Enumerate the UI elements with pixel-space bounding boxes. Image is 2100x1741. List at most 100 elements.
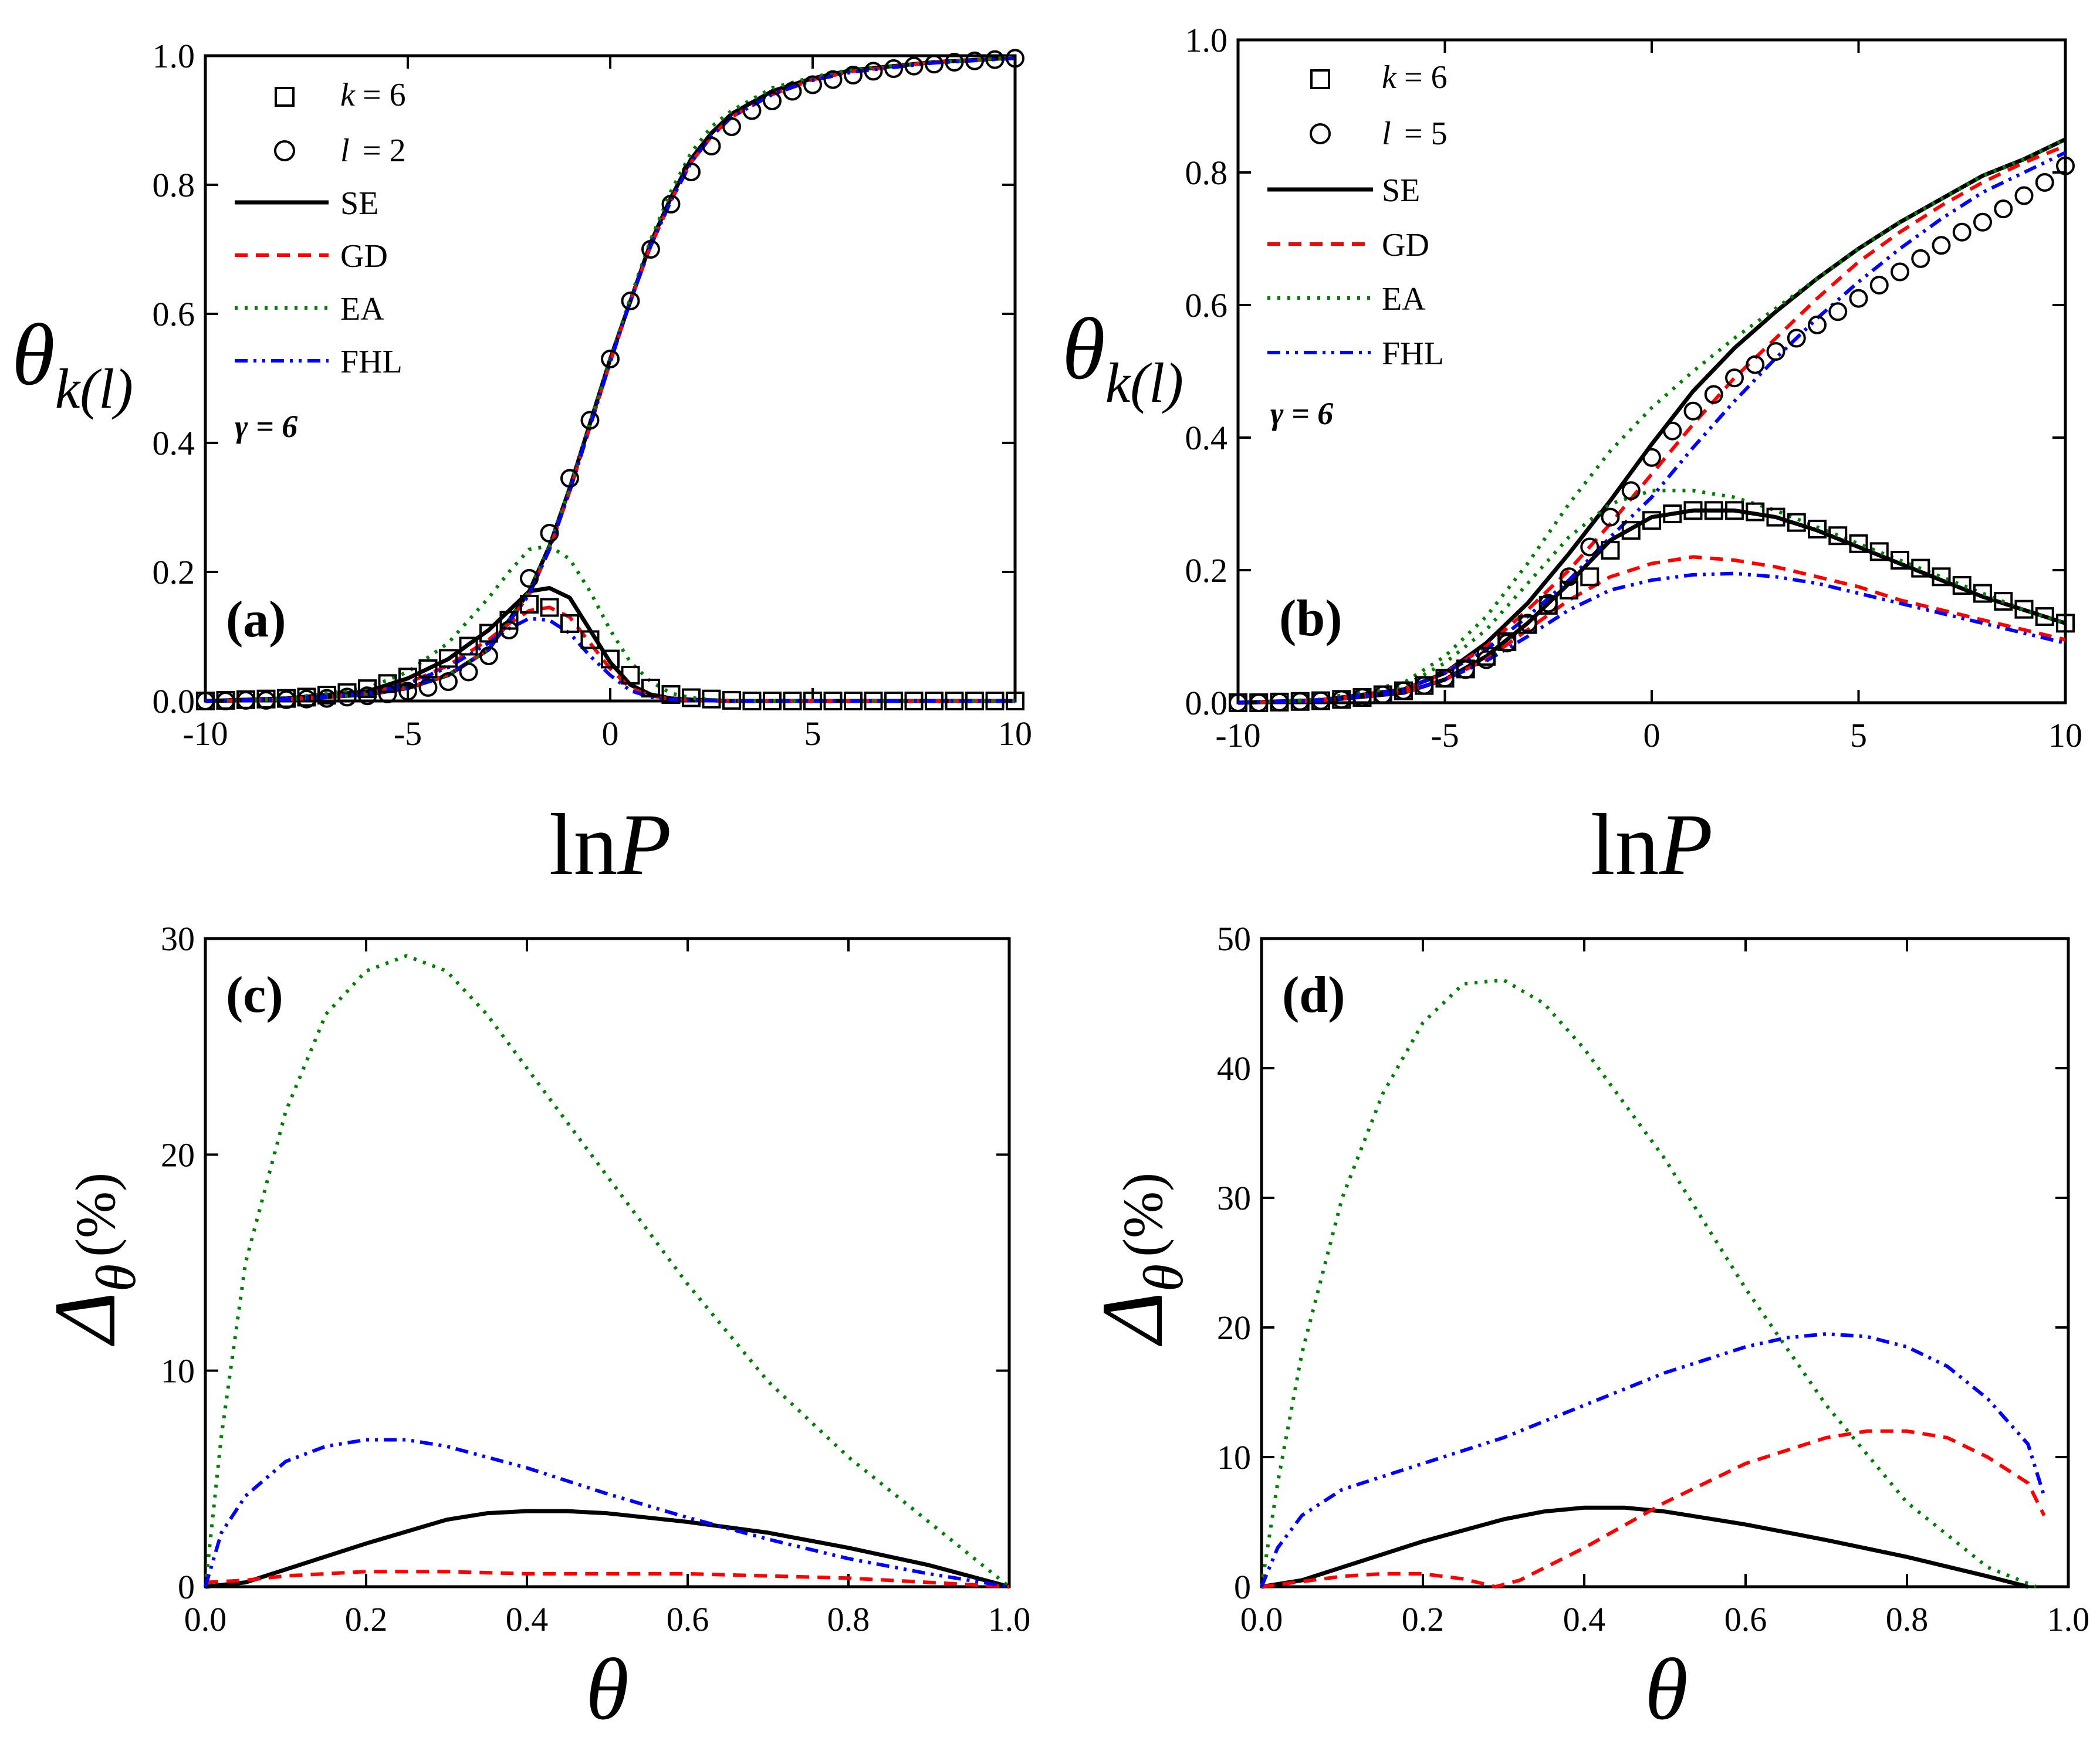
data-marker-circle [479,646,498,665]
data-marker-square [1766,507,1785,527]
panel-c: 0.0 0.2 0.4 0.6 0.8 1.0 0 10 20 30 (c) [161,920,1030,1638]
data-marker-circle [1725,368,1744,388]
data-marker-square [1828,526,1848,546]
data-marker-circle [925,55,944,74]
data-marker-circle [216,692,235,710]
data-marker-circle [722,117,741,136]
data-marker-circle [1477,650,1496,669]
legend-gd-label: GD [1382,227,1429,263]
y-axis-title-d: Δθ(%) [1084,1173,1195,1346]
data-marker-square [540,598,559,617]
x-tick-label: 0.2 [345,1600,388,1638]
data-marker-square [1911,558,1930,578]
y-axis-title-a: θk(l) [12,306,133,420]
data-marker-circle [2014,186,2034,205]
data-marker-square [803,692,822,710]
legend-k-var: k [1382,59,1397,96]
data-marker-square [1642,511,1661,530]
x-axis-title-b: lnP [1591,796,1713,893]
series-line-fhl [1260,1332,2046,1588]
data-marker-square [398,668,417,687]
data-marker-circle [196,692,215,710]
axes-frame [204,937,1011,1588]
data-marker-circle [1891,262,1909,282]
data-marker-circle [1973,212,1992,232]
data-marker-square [945,692,964,710]
y-tick-label: 0 [178,1568,195,1606]
x-tick-label: -10 [1215,716,1260,754]
data-marker-square [1663,504,1682,523]
data-marker-circle [1290,692,1310,711]
data-marker-square [2056,614,2075,633]
data-marker-circle [1435,669,1455,688]
axes-frame [204,54,1017,703]
data-marker-circle [2056,156,2075,175]
data-marker-square [2035,607,2054,626]
series-lines [204,954,1010,1589]
data-marker-circle [945,53,964,72]
data-marker-circle [580,411,600,430]
series-line-fhl [204,1438,1010,1588]
x-tick-label: 0.0 [184,1600,227,1638]
series-lines [1260,978,2046,1589]
axes-frame [1260,937,2070,1588]
data-marker-square [439,649,458,668]
data-marker-square [965,692,984,710]
legend-ea-label: EA [1382,281,1426,317]
x-tick-label: 5 [1850,716,1867,754]
y-tick-label: 0.4 [1185,419,1228,457]
data-marker-square [2014,599,2034,619]
series-line-fhl [205,56,1016,703]
legend-k-value: = 6 [1404,59,1448,96]
series-line-fhl [205,617,1015,703]
data-marker-circle [742,101,762,120]
data-marker-circle [641,240,660,259]
y-tick-label: 0.4 [153,424,195,462]
y-tick-label: 0.2 [1185,551,1228,590]
data-marker-square [418,659,438,678]
data-marker-circle [601,350,620,368]
panel-a: -10 -5 0 5 10 0.0 0.2 0.4 0.6 0.8 1.0 k = 6 l = 2 … [153,37,1033,753]
data-marker-circle [763,92,782,110]
data-marker-square [378,674,397,693]
data-marker-square [1891,551,1909,570]
x-tick-label: 10 [2048,716,2082,754]
data-marker-circle [985,50,1005,69]
tick-marks [1260,937,2069,1588]
x-tick-label: 0 [602,714,619,753]
legend-gd-label: GD [340,238,388,275]
data-marker-square [358,679,377,699]
legend-l-var: l [340,133,350,169]
data-marker-circle [398,682,417,701]
data-marker-square [641,679,660,697]
series-markers [1229,156,2075,712]
data-marker-square [661,685,681,704]
data-marker-circle [803,75,822,94]
data-marker-square [1725,501,1744,520]
legend-k-marker [1310,69,1330,89]
y-tick-label: 1.0 [1185,21,1228,59]
data-marker-square [904,692,924,710]
data-marker-square [1994,592,2013,611]
data-marker-circle [1373,685,1392,704]
series-line-fhl [1237,571,2066,704]
data-marker-square [479,624,498,643]
data-marker-square [722,690,741,710]
data-marker-circle [1394,681,1413,700]
axes-frame [1236,38,2067,704]
series-line-se [205,55,1016,703]
data-marker-square [884,692,903,710]
data-marker-square [702,689,721,709]
data-marker-square [580,630,600,649]
data-marker-square [1683,501,1703,520]
data-marker-circle [1601,507,1620,527]
legend-se-label: SE [340,185,378,222]
panel-b: -10 -5 0 5 10 0.0 0.2 0.4 0.6 0.8 1.0 k = 6 l = 5 … [1185,21,2083,754]
tick-marks [1237,39,2067,704]
data-marker-circle [317,689,336,708]
parameter-label: γ = 6 [1270,396,1333,431]
data-marker-circle [1621,481,1641,500]
x-tick-label: -5 [394,714,422,753]
y-tick-label: 0.8 [1185,154,1228,192]
y-tick-label: 40 [1217,1049,1251,1088]
